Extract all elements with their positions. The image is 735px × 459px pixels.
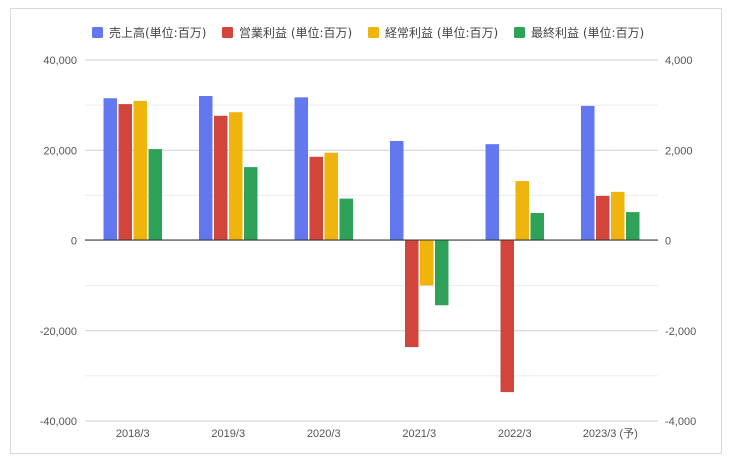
legend-label: 経常利益 (単位:百万): [385, 25, 498, 40]
bar-2-2: [214, 115, 228, 240]
bar-4-6: [626, 212, 640, 240]
left-axis-tick-label: -20,000: [40, 326, 77, 338]
category-label: 2023/3 (予): [583, 427, 638, 440]
bar-2-3: [309, 156, 323, 240]
category-label: 2019/3: [211, 428, 245, 440]
bar-4-3: [339, 198, 353, 240]
legend-swatch: [514, 27, 525, 38]
left-axis-tick-label: 0: [71, 236, 77, 248]
legend-swatch: [368, 27, 379, 38]
legend-label: 最終利益 (単位:百万): [531, 25, 644, 40]
left-axis-tick-label: 40,000: [43, 55, 77, 67]
bar-2-5: [500, 240, 514, 393]
right-axis-tick-label: -4,000: [665, 416, 696, 428]
right-axis-tick-label: 2,000: [665, 145, 693, 157]
bar-3-5: [515, 181, 529, 240]
legend: 売上高(単位:百万) 営業利益 (単位:百万) 経常利益 (単位:百万) 最終利益 (…: [92, 25, 644, 40]
bar-1-4: [390, 141, 404, 240]
axes: 40,000 20,000 0 -20,000 -40,000 4,000 2,000 0 -2…: [40, 55, 697, 440]
legend-label: 売上高(単位:百万): [109, 25, 206, 40]
bar-3-6: [611, 191, 625, 240]
category-label: 2018/3: [116, 428, 150, 440]
bar-4-5: [530, 213, 544, 240]
bars: [103, 96, 640, 393]
right-axis-tick-label: -2,000: [665, 326, 696, 338]
bar-1-5: [485, 144, 499, 240]
left-axis-tick-label: 20,000: [43, 145, 77, 157]
gridlines: [85, 59, 658, 422]
legend-swatch: [222, 27, 233, 38]
bar-4-1: [148, 149, 162, 240]
left-axis-tick-label: -40,000: [40, 416, 77, 428]
legend-label: 営業利益 (単位:百万): [239, 25, 352, 40]
right-axis-tick-label: 4,000: [665, 55, 693, 67]
legend-swatch: [92, 27, 103, 38]
bar-1-1: [103, 98, 117, 240]
bar-3-3: [324, 152, 338, 240]
bar-1-2: [199, 96, 213, 240]
bar-3-2: [229, 112, 243, 240]
bar-3-4: [420, 240, 434, 286]
category-label: 2021/3: [402, 428, 436, 440]
bar-2-6: [596, 195, 610, 240]
category-label: 2022/3: [498, 428, 532, 440]
category-label: 2020/3: [307, 428, 341, 440]
bar-4-2: [244, 167, 258, 240]
bar-4-4: [435, 240, 449, 306]
bar-1-6: [581, 105, 595, 241]
bar-3-1: [133, 100, 147, 240]
bar-2-1: [118, 104, 132, 240]
right-axis-tick-label: 0: [665, 236, 671, 248]
bar-1-3: [294, 97, 308, 240]
bar-2-4: [405, 240, 419, 348]
